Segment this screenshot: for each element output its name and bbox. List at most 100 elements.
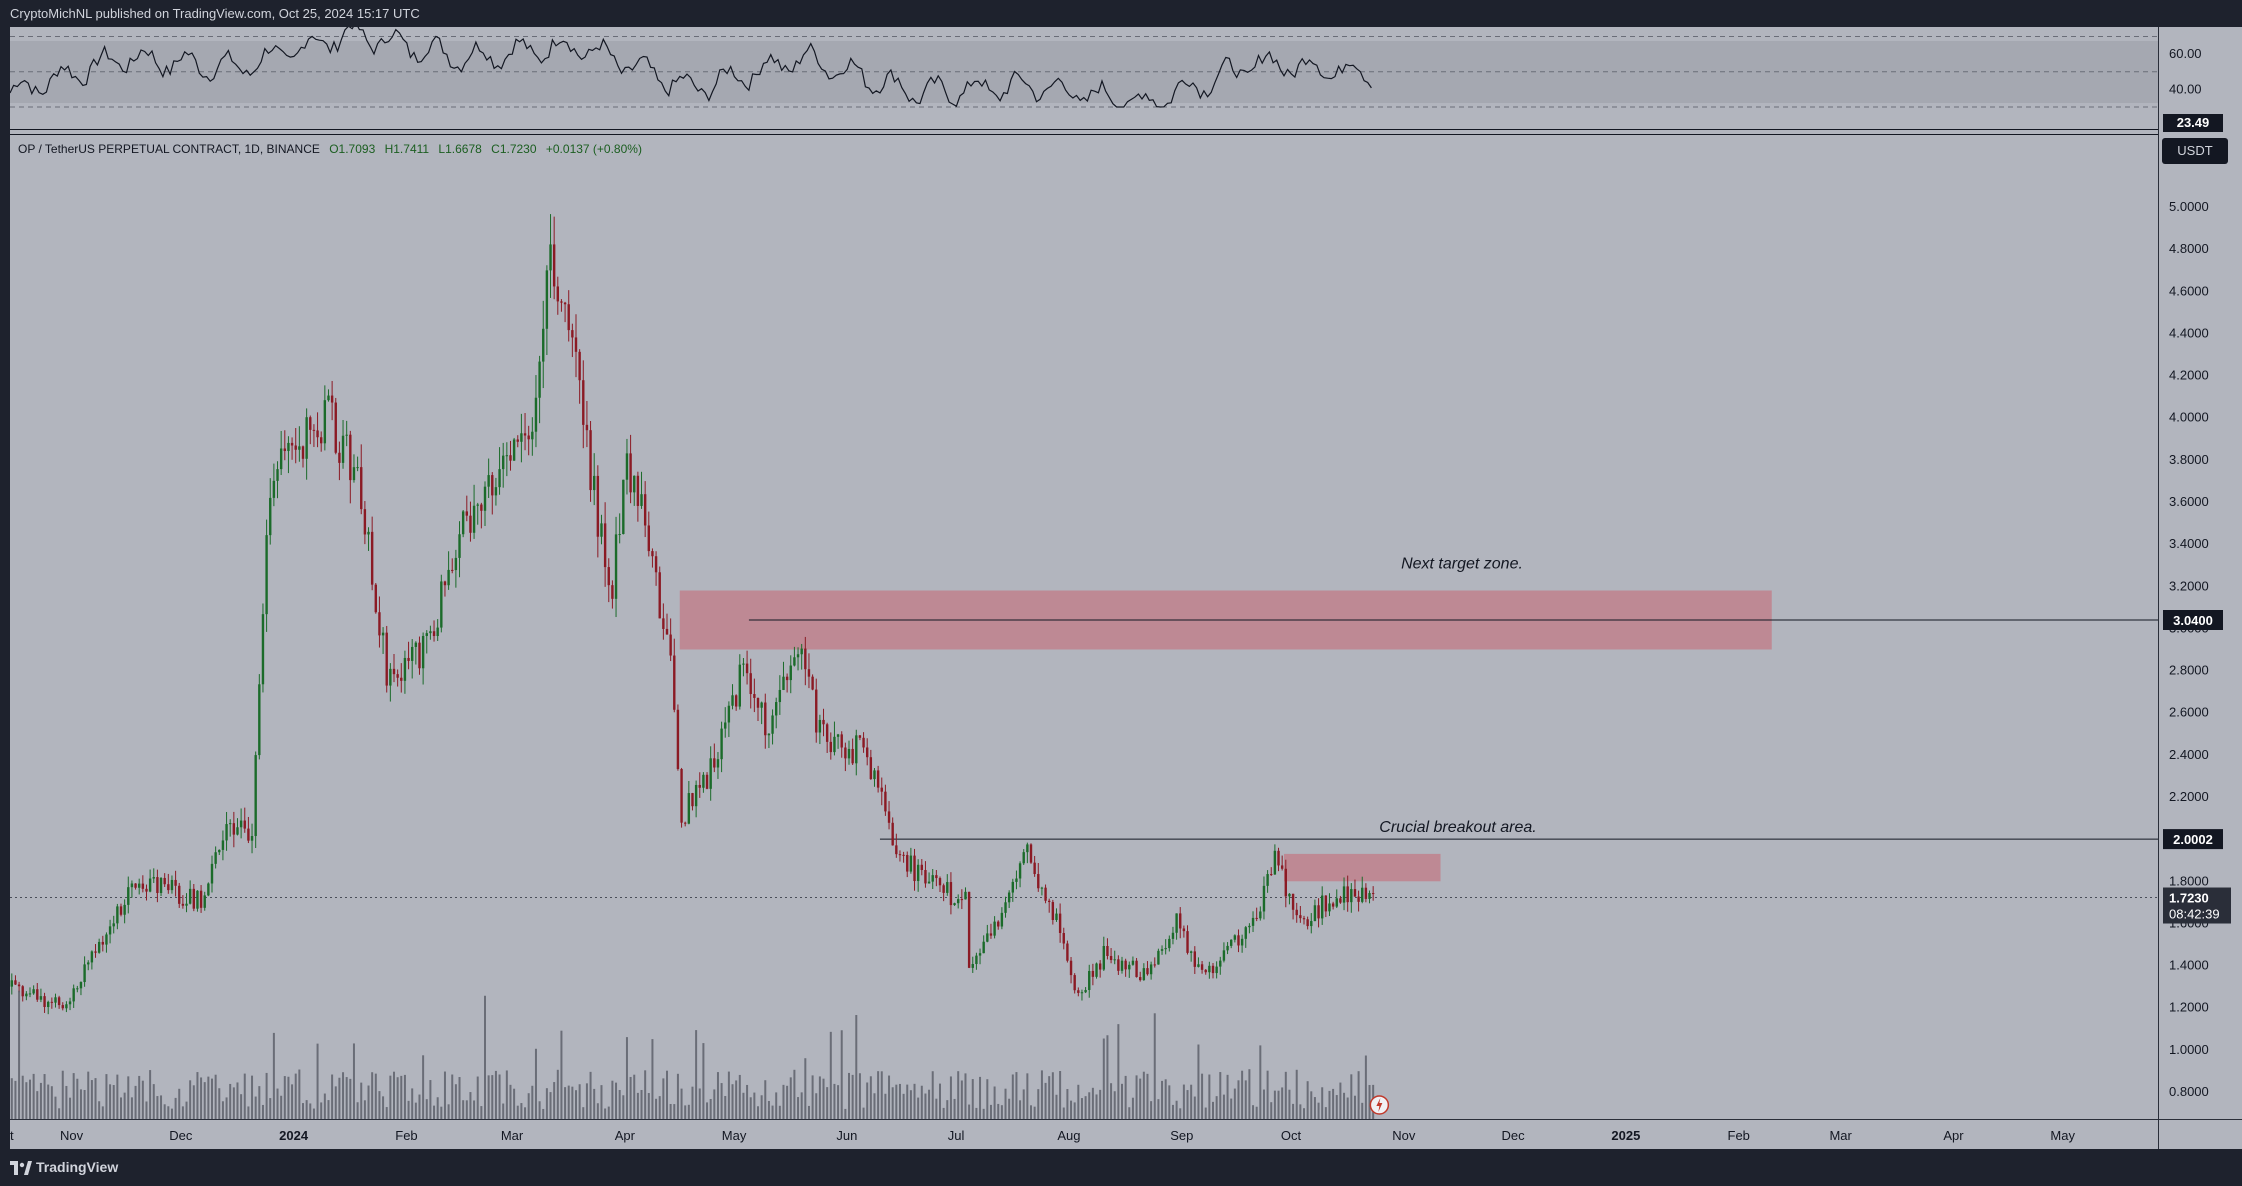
price-axis[interactable]: 60.00 40.00 23.49 5.0000 4.8000 4.6000 4.4000 4… — [2158, 27, 2242, 1119]
volume-bar — [1044, 1082, 1047, 1119]
volume-bar — [229, 1083, 232, 1119]
footer-brand: TradingView — [36, 1159, 119, 1175]
candle-body — [625, 453, 629, 480]
candle-body — [902, 854, 905, 856]
time-tick-14: 2025 — [1611, 1128, 1640, 1143]
candle-body — [1291, 893, 1295, 910]
volume-bar — [782, 1084, 785, 1119]
candle-body — [261, 614, 265, 685]
volume-bar — [47, 1084, 50, 1119]
candle-body — [716, 759, 720, 768]
volume-bar — [1000, 1105, 1003, 1119]
candle-body — [687, 793, 691, 824]
candle-body — [516, 439, 519, 442]
candle-body — [116, 906, 119, 924]
candle-body — [1131, 960, 1135, 965]
candle-body — [978, 953, 982, 956]
candle-body — [523, 433, 527, 436]
volume-bar — [942, 1107, 945, 1119]
currency-button[interactable]: USDT — [2162, 138, 2228, 164]
time-axis[interactable]: Nov Dec 2024 Feb Mar Apr May Jun Jul Aug Sep Oct Nov… — [10, 1119, 2158, 1149]
candle-body — [148, 878, 152, 892]
volume-bar — [724, 1095, 727, 1119]
volume-bar — [713, 1089, 716, 1119]
candle-body — [498, 469, 501, 488]
candle-body — [1226, 945, 1229, 951]
volume-bar — [731, 1084, 734, 1119]
volume-bar — [1335, 1095, 1338, 1119]
candle-body — [385, 632, 388, 686]
candle-body — [1248, 925, 1251, 928]
volume-bar — [130, 1097, 133, 1119]
candle-body — [800, 648, 803, 655]
candle-body — [1179, 913, 1182, 929]
candle-body — [414, 642, 418, 647]
candle-body — [494, 487, 498, 496]
volume-bar — [1131, 1097, 1134, 1119]
volume-bar — [145, 1101, 148, 1119]
volume-bar — [993, 1086, 996, 1119]
candle-body — [964, 891, 967, 900]
candle-body — [36, 989, 39, 1000]
volume-bar — [957, 1071, 960, 1119]
price-pane[interactable]: Next target zone. Crucial breakout area. — [10, 135, 2158, 1119]
candle-body — [1306, 919, 1309, 927]
price-tick-7: 3.6000 — [2169, 494, 2209, 509]
volume-bar — [440, 1106, 443, 1119]
volume-bar — [1084, 1096, 1087, 1119]
volume-bar — [1117, 1024, 1120, 1119]
candle-body — [461, 511, 465, 535]
price-tick-16: 1.8000 — [2169, 873, 2209, 888]
volume-bar — [1008, 1098, 1011, 1119]
candle-body — [578, 351, 581, 381]
candle-body — [942, 885, 945, 893]
candle-body — [556, 286, 559, 302]
candle-body — [443, 581, 447, 586]
time-tick-6: May — [722, 1128, 747, 1143]
volume-bar — [120, 1097, 122, 1119]
candle-body — [1284, 868, 1287, 897]
rsi-pane[interactable] — [9, 21, 2158, 129]
volume-bar — [258, 1086, 261, 1119]
volume-bar — [443, 1071, 446, 1119]
volume-bar — [545, 1088, 548, 1119]
volume-bar — [345, 1077, 348, 1119]
volume-bar — [1244, 1080, 1247, 1119]
volume-bar — [829, 1031, 832, 1119]
volume-bar — [214, 1074, 217, 1119]
volume-bar — [1215, 1096, 1218, 1119]
candle-body — [312, 429, 316, 431]
candle-body — [341, 435, 345, 463]
volume-bar — [1346, 1097, 1349, 1119]
candle-body — [363, 509, 367, 535]
volume-bar — [687, 1104, 690, 1119]
volume-bar — [1066, 1089, 1069, 1119]
candle-body — [378, 612, 381, 636]
volume-bar — [1150, 1101, 1153, 1119]
volume-bar — [716, 1072, 719, 1119]
candle-body — [512, 439, 516, 461]
rsi-svg — [9, 21, 2158, 108]
candle-body — [724, 722, 727, 729]
volume-bar — [371, 1072, 374, 1119]
volume-bar — [1306, 1081, 1309, 1119]
candle-body — [1164, 948, 1167, 950]
candle-body — [673, 655, 676, 710]
candle-body — [1182, 928, 1186, 932]
volume-bar — [1055, 1094, 1058, 1119]
volume-bar — [316, 1043, 319, 1119]
volume-bar — [702, 1043, 705, 1119]
candle-body — [1321, 895, 1324, 919]
candle-body — [1255, 917, 1258, 919]
time-tick-4: Mar — [501, 1128, 524, 1143]
candle-body — [1000, 912, 1004, 927]
candle-body — [898, 854, 902, 856]
pane-separator[interactable] — [10, 129, 2158, 135]
rsi-line — [9, 21, 1372, 108]
volume-bar — [840, 1030, 843, 1119]
candle-body — [76, 988, 79, 990]
candle-body — [458, 534, 461, 558]
candle-body — [370, 531, 374, 585]
volume-bar — [163, 1104, 166, 1119]
volume-bar — [618, 1089, 621, 1119]
